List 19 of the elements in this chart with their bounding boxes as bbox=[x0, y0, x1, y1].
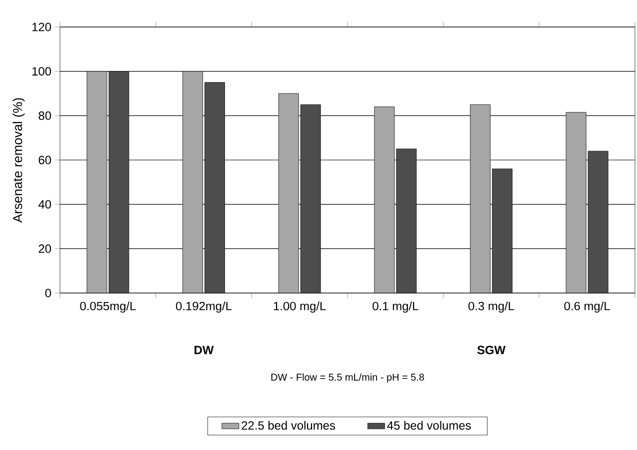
y-tick-label: 40 bbox=[38, 200, 52, 209]
legend-label: 22.5 bed volumes bbox=[242, 420, 336, 430]
x-tick-label: 0.192mg/L bbox=[176, 302, 232, 313]
y-tick-label: 120 bbox=[32, 22, 52, 32]
y-tick-label: 0 bbox=[45, 288, 52, 298]
text: DW bbox=[194, 346, 214, 354]
y-axis-title: Arsenate removal (%) bbox=[12, 98, 25, 223]
x-tick-label: 0.1 mg/L bbox=[372, 302, 418, 313]
text: DW - Flow = 5.5 mL/min - pH = 5.8 bbox=[271, 373, 424, 383]
y-tick-label: 100 bbox=[32, 67, 52, 76]
y-tick-label: 20 bbox=[38, 244, 52, 253]
x-tick-label: 1.00 mg/L bbox=[274, 302, 326, 313]
y-tick-label: 80 bbox=[38, 111, 52, 120]
legend-label: 45 bed volumes bbox=[387, 420, 471, 430]
text: SGW bbox=[477, 346, 506, 354]
y-tick-label: 60 bbox=[38, 156, 52, 164]
x-tick-label: 0.055mg/L bbox=[80, 302, 136, 313]
x-tick-label: 0.3 mg/L bbox=[468, 302, 514, 313]
x-tick-label: 0.6 mg/L bbox=[564, 302, 610, 313]
